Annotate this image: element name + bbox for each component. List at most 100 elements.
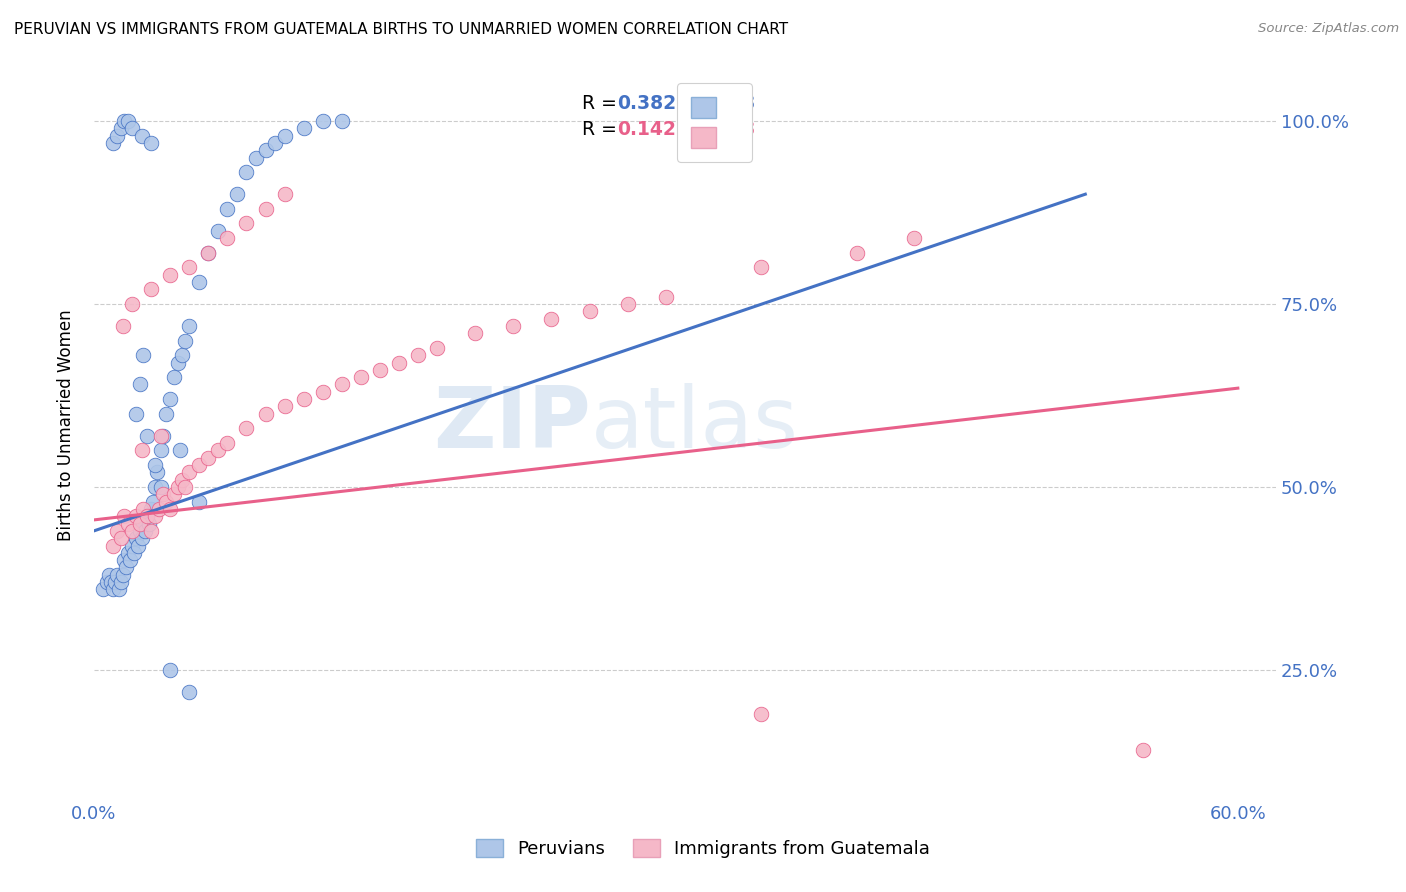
Point	[179, 466, 201, 480]
Point	[179, 685, 201, 699]
Point	[235, 165, 257, 179]
Text: Source: ZipAtlas.com: Source: ZipAtlas.com	[1258, 22, 1399, 36]
Point	[143, 458, 166, 472]
Point	[174, 480, 197, 494]
Point	[121, 121, 143, 136]
Text: ZIP: ZIP	[433, 384, 591, 467]
Point	[110, 575, 132, 590]
Point	[139, 282, 162, 296]
Point	[170, 348, 193, 362]
Point	[131, 128, 153, 143]
Point	[131, 443, 153, 458]
Point	[114, 553, 136, 567]
Text: N =: N =	[681, 94, 734, 112]
Point	[197, 245, 219, 260]
Point	[187, 494, 209, 508]
Point	[159, 268, 181, 282]
Text: 0.382: 0.382	[617, 94, 676, 112]
Text: N =: N =	[681, 120, 734, 138]
Point	[226, 187, 249, 202]
Point	[148, 502, 170, 516]
Point	[120, 553, 142, 567]
Point	[235, 421, 257, 435]
Point	[1132, 743, 1154, 757]
Y-axis label: Births to Unmarried Women: Births to Unmarried Women	[58, 309, 75, 541]
Point	[273, 128, 295, 143]
Point	[149, 428, 172, 442]
Point	[749, 706, 772, 721]
Point	[330, 377, 353, 392]
Point	[245, 151, 267, 165]
Point	[105, 524, 128, 538]
Point	[179, 318, 201, 333]
Point	[128, 377, 150, 392]
Point	[217, 231, 239, 245]
Point	[426, 341, 449, 355]
Point	[254, 407, 277, 421]
Point	[330, 114, 353, 128]
Point	[388, 355, 411, 369]
Point	[105, 128, 128, 143]
Point	[163, 487, 186, 501]
Point	[96, 575, 118, 590]
Point	[127, 539, 149, 553]
Point	[159, 392, 181, 406]
Point	[254, 143, 277, 157]
Point	[292, 392, 315, 406]
Point	[406, 348, 429, 362]
Point	[149, 443, 172, 458]
Text: R =: R =	[582, 120, 623, 138]
Point	[217, 436, 239, 450]
Point	[179, 260, 201, 275]
Point	[121, 524, 143, 538]
Point	[125, 509, 148, 524]
Point	[115, 560, 138, 574]
Point	[136, 509, 159, 524]
Point	[107, 582, 129, 597]
Point	[139, 502, 162, 516]
Point	[159, 663, 181, 677]
Point	[121, 539, 143, 553]
Point	[578, 304, 600, 318]
Point	[616, 297, 638, 311]
Point	[149, 480, 172, 494]
Point	[655, 290, 678, 304]
Point	[235, 217, 257, 231]
Point	[93, 582, 115, 597]
Point	[136, 509, 159, 524]
Point	[540, 311, 562, 326]
Point	[368, 363, 391, 377]
Point	[136, 428, 159, 442]
Point	[273, 400, 295, 414]
Point	[197, 450, 219, 465]
Point	[146, 466, 169, 480]
Legend:   ,   : ,	[678, 83, 752, 161]
Point	[464, 326, 486, 341]
Point	[101, 136, 124, 150]
Point	[101, 582, 124, 597]
Point	[155, 407, 177, 421]
Point	[125, 407, 148, 421]
Point	[117, 546, 139, 560]
Point	[174, 334, 197, 348]
Point	[254, 202, 277, 216]
Point	[197, 245, 219, 260]
Text: PERUVIAN VS IMMIGRANTS FROM GUATEMALA BIRTHS TO UNMARRIED WOMEN CORRELATION CHAR: PERUVIAN VS IMMIGRANTS FROM GUATEMALA BI…	[14, 22, 789, 37]
Point	[163, 370, 186, 384]
Point	[749, 260, 772, 275]
Point	[903, 231, 925, 245]
Point	[132, 348, 155, 362]
Point	[134, 524, 156, 538]
Point	[128, 516, 150, 531]
Point	[187, 275, 209, 289]
Point	[132, 516, 155, 531]
Point	[502, 318, 524, 333]
Point	[273, 187, 295, 202]
Point	[111, 567, 134, 582]
Point	[139, 524, 162, 538]
Point	[207, 443, 229, 458]
Point	[350, 370, 373, 384]
Text: atlas: atlas	[591, 384, 799, 467]
Point	[105, 567, 128, 582]
Point	[292, 121, 315, 136]
